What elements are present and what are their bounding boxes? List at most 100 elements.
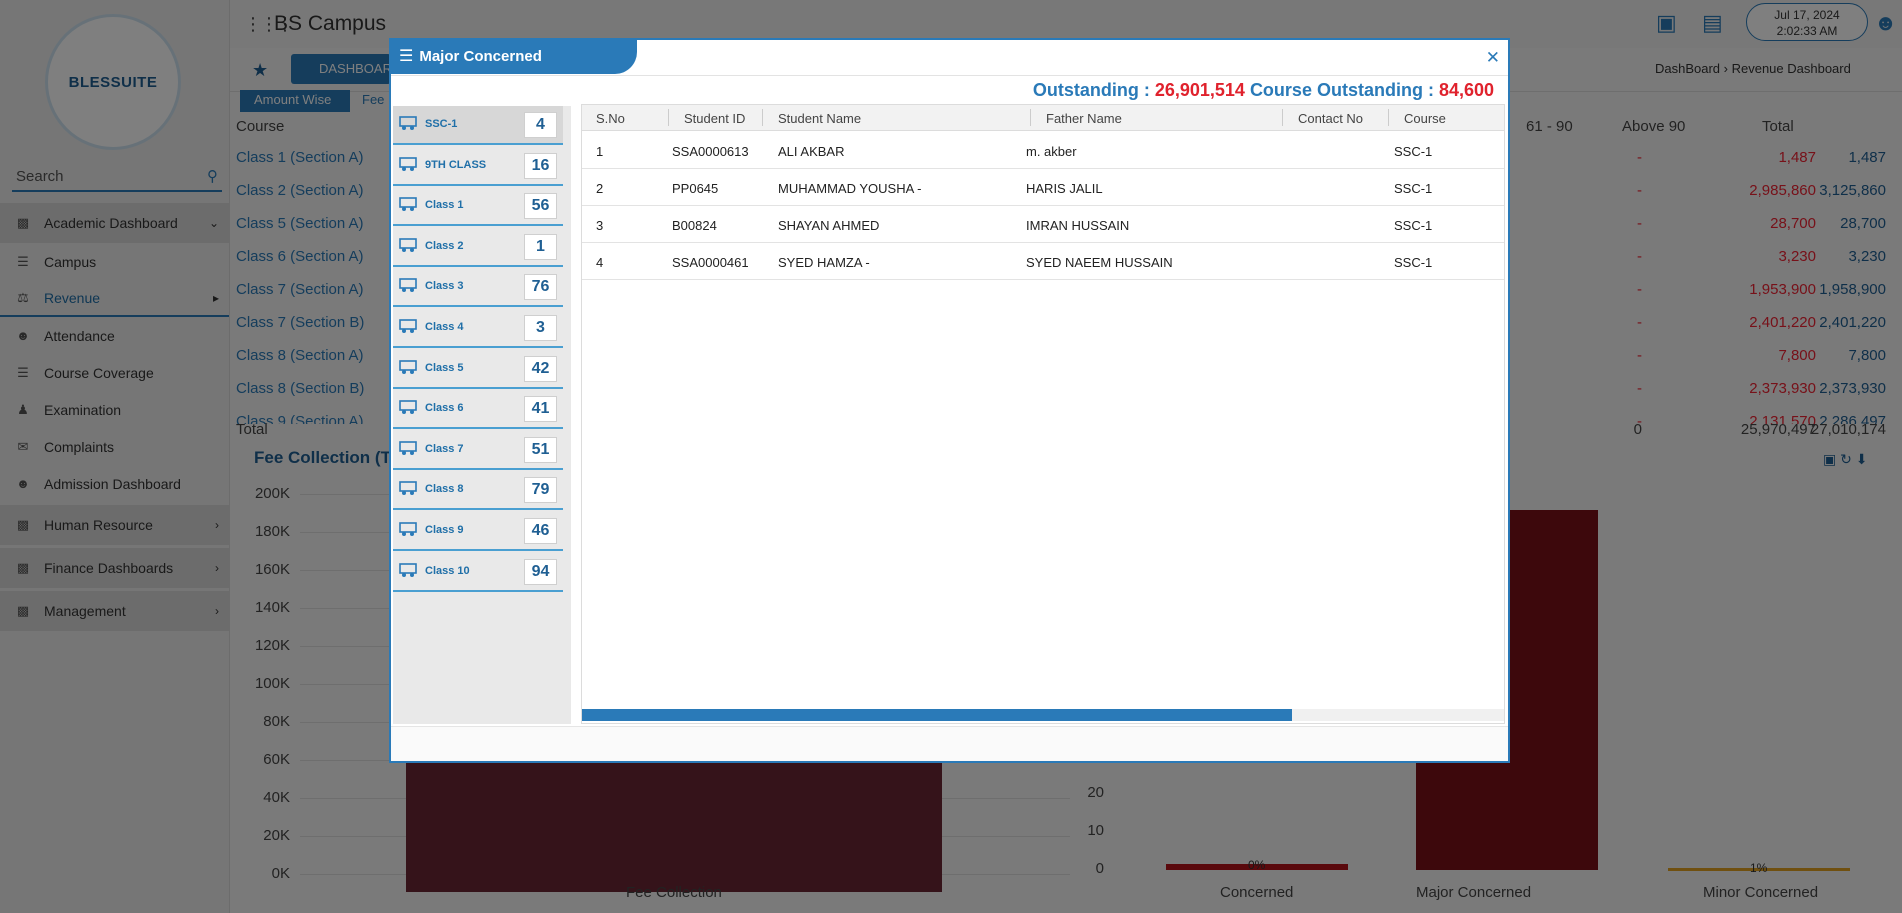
cell-sno: 1 [596,144,604,159]
classroom-icon [399,197,417,212]
cell-course: SSC-1 [1394,144,1433,159]
classroom-icon [399,440,417,456]
class-count: 79 [524,477,557,504]
classroom-icon [399,400,417,415]
class-name: Class 7 [425,442,464,455]
class-count: 56 [524,193,557,220]
outstanding-label: Outstanding : [1032,80,1155,100]
outstanding-summary: Outstanding : 26,901,514 Course Outstand… [1033,80,1494,101]
table-row[interactable]: 1 SSA0000613 ALI AKBAR m. akber SSC-1 [582,132,1504,169]
classroom-icon [399,522,417,537]
cell-name: SHAYAN AHMED [778,218,880,233]
modal-title: Major Concerned [419,48,542,65]
class-name: Class 6 [425,402,464,415]
classroom-icon [399,116,417,131]
column-header[interactable]: S.No [596,111,625,126]
class-count: 42 [524,355,557,382]
cell-father: HARIS JALIL [1026,181,1103,196]
class-item-class-4[interactable]: Class 4 3 [393,309,563,348]
hamburger-icon[interactable]: ☰ [399,48,414,65]
class-count: 3 [524,315,557,341]
cell-course: SSC-1 [1394,218,1433,233]
modal-header: ☰ Major Concerned ✕ [391,40,1508,76]
class-item-class-8[interactable]: Class 8 79 [393,471,563,511]
column-separator [668,109,669,126]
class-count: 51 [524,436,557,463]
class-name: 9TH CLASS [425,158,487,171]
cell-sno: 3 [596,218,604,233]
course-outstanding-label: Course Outstanding : [1249,80,1439,100]
class-item-class-7[interactable]: Class 7 51 [393,430,563,470]
cell-id: PP0645 [672,181,719,196]
column-separator [762,109,763,126]
classroom-icon [399,319,417,334]
column-separator [1282,109,1283,126]
classroom-icon [399,562,417,578]
column-header[interactable]: Student Name [778,111,862,126]
class-list: SSC-1 4 9TH CLASS 16 Class 1 56 Class 2 1 Class … [393,106,571,724]
classroom-icon [399,278,417,293]
class-item-class-1[interactable]: Class 1 56 [393,187,563,227]
class-name: Class 4 [425,321,464,333]
class-count: 4 [524,112,557,138]
class-count: 16 [524,152,557,179]
cell-id: SSA0000461 [672,255,749,270]
class-name: Class 1 [425,199,464,212]
column-separator [1388,109,1389,126]
close-icon[interactable]: ✕ [1485,48,1500,67]
class-item-class-6[interactable]: Class 6 41 [393,390,563,430]
scrollbar-thumb[interactable] [582,709,1292,721]
cell-name: ALI AKBAR [778,144,845,159]
cell-course: SSC-1 [1394,255,1433,270]
cell-name: SYED HAMZA - [778,255,870,270]
cell-father: IMRAN HUSSAIN [1026,218,1130,233]
class-count: 46 [524,518,557,544]
cell-father: m. akber [1026,144,1077,159]
column-header[interactable]: Contact No [1298,111,1364,126]
classroom-icon [399,156,417,172]
table-row[interactable]: 2 PP0645 MUHAMMAD YOUSHA - HARIS JALIL SSC-1 [582,169,1504,206]
cell-id: SSA0000613 [672,144,749,159]
grid-header: S.No Student ID Student Name Father Name Con… [582,105,1504,131]
cell-sno: 2 [596,181,604,196]
table-row[interactable]: 3 B00824 SHAYAN AHMED IMRAN HUSSAIN SSC-1 [582,206,1504,243]
class-item-class-3[interactable]: Class 3 76 [393,268,563,308]
horizontal-scrollbar[interactable] [582,709,1504,721]
modal-title-tab: ☰ Major Concerned [391,40,637,74]
class-item-9th-class[interactable]: 9TH CLASS 16 [393,146,563,186]
table-row[interactable]: 4 SSA0000461 SYED HAMZA - SYED NAEEM HUSSAI… [582,243,1504,280]
course-outstanding-value: 84,600 [1438,80,1494,100]
class-item-class-9[interactable]: Class 9 46 [393,512,563,551]
classroom-icon [399,237,417,253]
class-name: Class 10 [425,564,470,577]
student-grid: S.No Student ID Student Name Father Name Con… [581,104,1505,724]
cell-sno: 4 [596,255,604,270]
column-header[interactable]: Father Name [1046,111,1122,126]
class-count: 41 [524,396,557,423]
major-concerned-modal: ☰ Major Concerned ✕ Outstanding : 26,901,… [389,38,1510,763]
outstanding-value: 26,901,514 [1154,80,1245,100]
cell-course: SSC-1 [1394,181,1433,196]
cell-father: SYED NAEEM HUSSAIN [1026,255,1173,270]
classroom-icon [399,481,417,496]
class-item-class-10[interactable]: Class 10 94 [393,552,563,592]
class-item-class-5[interactable]: Class 5 42 [393,349,563,389]
column-header[interactable]: Student ID [684,111,746,126]
class-name: Class 9 [425,524,464,536]
modal-footer [391,726,1508,761]
class-count: 1 [524,233,557,260]
class-item-ssc-1[interactable]: SSC-1 4 [393,106,563,145]
class-count: 76 [524,274,557,301]
class-item-class-2[interactable]: Class 2 1 [393,227,563,267]
column-header[interactable]: Course [1404,111,1446,126]
class-name: Class 2 [425,239,464,252]
cell-id: B00824 [672,218,717,233]
cell-name: MUHAMMAD YOUSHA - [778,181,922,196]
class-name: SSC-1 [425,118,458,130]
class-count: 94 [524,558,557,585]
class-name: Class 8 [425,483,464,496]
class-name: Class 5 [425,361,464,374]
class-name: Class 3 [425,280,464,293]
classroom-icon [399,359,417,375]
column-separator [1030,109,1031,126]
